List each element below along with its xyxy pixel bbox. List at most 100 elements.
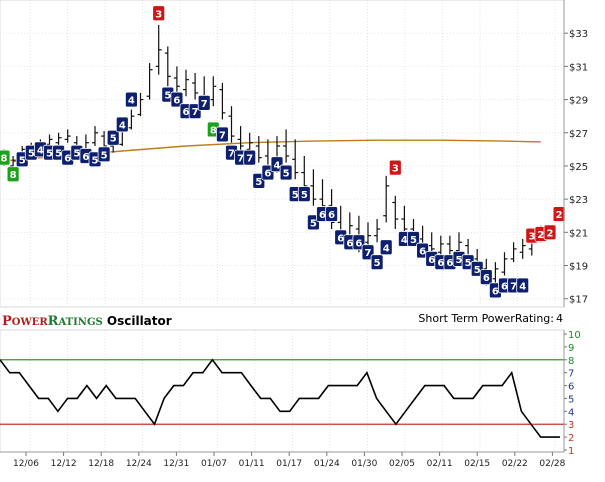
- price-y-tick-label: $27: [569, 129, 588, 140]
- rating-badge-box: [6, 166, 20, 183]
- rating-badge-label: 7: [365, 248, 372, 259]
- rating-badge-box: [106, 129, 120, 146]
- rating-badge: 2: [552, 206, 566, 222]
- rating-badge-label: 5: [19, 155, 26, 166]
- osc-y-tick-label: 10: [568, 330, 581, 341]
- osc-y-tick-label: 7: [568, 369, 574, 380]
- rating-badge-label: 5: [46, 149, 53, 160]
- rating-badge-label: 5: [28, 149, 35, 160]
- date-tick-label: 01/24: [314, 459, 340, 469]
- date-tick-label: 01/11: [239, 459, 265, 469]
- rating-badge-label: 2: [537, 230, 544, 241]
- rating-badge-label: 5: [164, 91, 171, 102]
- rating-badge-label: 4: [119, 120, 126, 131]
- rating-badge-box: [388, 159, 402, 176]
- rating-badge-label: 4: [519, 281, 526, 292]
- rating-badge-label: 6: [446, 258, 453, 269]
- oscillator-header: POWERRATINGS Oscillator Short Term Power…: [0, 308, 564, 330]
- rating-badge-label: 6: [355, 238, 362, 249]
- rating-badge-box: [197, 94, 211, 111]
- rating-badge-label: 8: [10, 170, 17, 181]
- rating-badge-label: 6: [264, 169, 271, 180]
- date-tick-label: 02/22: [502, 459, 528, 469]
- rating-badge: 6: [479, 269, 493, 286]
- rating-badge-label: 7: [201, 99, 208, 110]
- date-tick-label: 02/15: [464, 459, 490, 469]
- price-y-tick-label: $31: [569, 62, 588, 73]
- rating-badge-box: [543, 224, 557, 241]
- rating-badge-label: 2: [547, 228, 554, 239]
- oscillator-panel: 1 2 3 4 56 7 8 9 10: [0, 329, 581, 457]
- rating-badge: 8: [6, 166, 20, 183]
- osc-y-tick-label: 3: [568, 420, 574, 431]
- date-tick-label: 12/31: [163, 459, 189, 469]
- osc-y-tick-label: 5: [568, 394, 574, 405]
- rating-badge-label: 5: [255, 177, 262, 188]
- rating-badge-label: 5: [92, 155, 99, 166]
- price-y-tick-label: $25: [569, 162, 588, 173]
- rating-badge-label: 8: [210, 125, 217, 136]
- rating-badge-box: [152, 5, 166, 22]
- rating-badge-label: 5: [465, 258, 472, 269]
- rating-badge-label: 6: [64, 154, 71, 165]
- rating-badge: 5: [106, 129, 120, 146]
- price-y-tick-label: $29: [569, 96, 588, 107]
- rating-badge: 3: [388, 159, 402, 176]
- rating-badge: 6: [325, 206, 339, 222]
- rating-badge-box: [279, 164, 293, 181]
- rating-badge-label: 5: [374, 258, 381, 269]
- price-y-tick-label: $19: [569, 262, 588, 273]
- osc-y-tick-label: 9: [568, 343, 574, 354]
- rating-badge-label: 5: [474, 265, 481, 276]
- rating-badge-label: 7: [237, 154, 244, 165]
- rating-badge-label: 5: [73, 149, 80, 160]
- rating-badge-label: 5: [456, 255, 463, 266]
- date-tick-label: 02/28: [539, 459, 565, 469]
- rating-badge-label: 6: [183, 107, 190, 118]
- rating-badge: 4: [125, 91, 138, 108]
- osc-y-tick-label: 6: [568, 382, 574, 393]
- price-y-tick-label: $23: [569, 195, 588, 206]
- oscillator-header-bg: [0, 308, 564, 330]
- rating-badge-label: 5: [410, 235, 417, 246]
- osc-y-tick-label: 4: [568, 407, 574, 418]
- rating-badge: 5: [279, 164, 293, 181]
- rating-badge-box: [379, 239, 393, 256]
- rating-badge-box: [479, 269, 493, 286]
- rating-badge-label: 5: [110, 134, 117, 145]
- rating-badge: 8: [0, 149, 11, 166]
- rating-badge-label: 7: [192, 107, 199, 118]
- rating-badge-label: 6: [492, 286, 499, 297]
- rating-badge-box: [552, 206, 566, 222]
- short-term-rating-value: 4: [556, 312, 563, 325]
- rating-badge-box: [516, 277, 530, 294]
- rating-badge-label: 6: [501, 281, 508, 292]
- rating-badge-label: 6: [319, 210, 326, 221]
- rating-badge: 5: [97, 146, 111, 163]
- rating-badge-box: [170, 91, 184, 108]
- rating-badge-label: 6: [346, 238, 353, 249]
- rating-badge-label: 3: [155, 9, 162, 20]
- rating-badge-box: [407, 231, 420, 247]
- price-y-axis: $17 $19 $21 $23 $25 $27 $29 $31 $33: [563, 0, 588, 307]
- date-tick-label: 12/06: [13, 459, 39, 469]
- date-tick-label: 12/12: [51, 459, 77, 469]
- rating-badge: 7: [243, 149, 257, 166]
- rating-badge: 4: [516, 277, 530, 294]
- rating-badge-label: 5: [283, 169, 290, 180]
- price-y-tick-label: $33: [569, 29, 588, 40]
- oscillator-y-axis: 1 2 3 4 56 7 8 9 10: [563, 330, 581, 457]
- rating-badge-label: 7: [228, 149, 235, 160]
- rating-badge-label: 3: [528, 232, 535, 243]
- rating-badge: 7: [197, 94, 211, 111]
- rating-badge-label: 6: [483, 273, 490, 284]
- rating-badge-box: [325, 206, 339, 222]
- rating-badge-label: 7: [219, 130, 226, 141]
- date-tick-label: 12/18: [88, 459, 114, 469]
- rating-badge-label: 8: [1, 154, 8, 165]
- rating-badge-label: 5: [292, 190, 299, 201]
- rating-badge-label: 5: [301, 190, 308, 201]
- rating-badge-label: 6: [428, 255, 435, 266]
- rating-badge-label: 4: [128, 96, 135, 107]
